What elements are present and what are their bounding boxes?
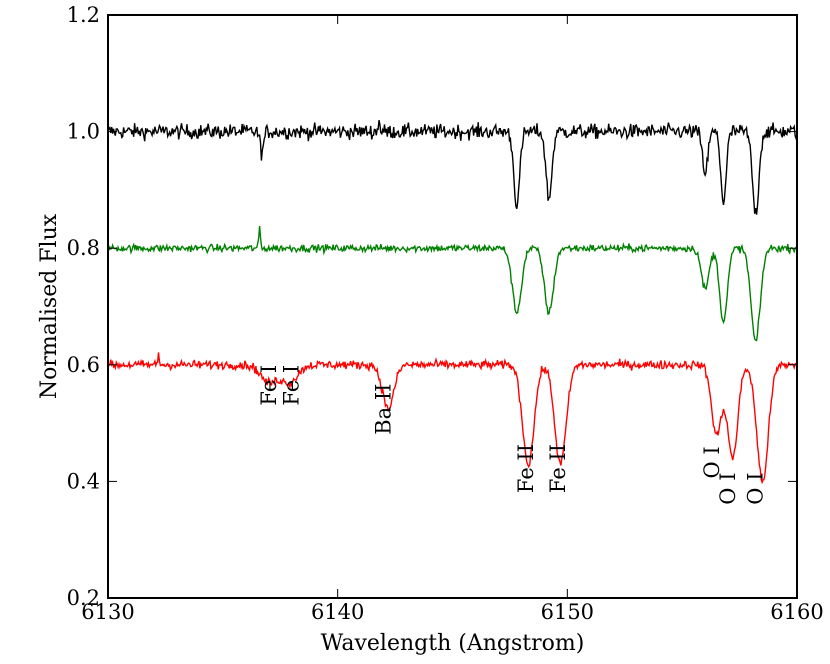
y-tick-label: 1.0 — [67, 120, 100, 144]
series-layer — [107, 120, 798, 485]
y-tick-label: 0.8 — [67, 236, 100, 260]
spectrum-line-1 — [107, 120, 798, 215]
line-annotation: Fe II — [546, 444, 570, 493]
line-annotation: O I — [716, 473, 740, 505]
x-tick-label: 6130 — [81, 600, 134, 624]
line-annotation: Fe II — [514, 444, 538, 493]
x-tick-label: 6160 — [770, 600, 823, 624]
tick-layer: 6130 6140 6150 6160 0.2 0.4 0.6 0.8 1.0 1.2 — [67, 3, 824, 624]
y-tick-label: 1.2 — [67, 3, 100, 27]
x-tick-label: 6140 — [311, 600, 364, 624]
spectrum-line-3 — [107, 352, 798, 485]
plot-frame — [107, 14, 798, 599]
spectrum-line-2 — [107, 225, 798, 342]
y-tick-label: 0.2 — [67, 586, 100, 610]
x-axis-label: Wavelength (Angstrom) — [321, 631, 585, 656]
line-annotation: Fe I — [257, 365, 281, 406]
x-tick-label: 6150 — [541, 600, 594, 624]
line-annotation: Fe I — [280, 365, 304, 406]
line-annotation: O I — [700, 446, 724, 478]
y-tick-label: 0.6 — [67, 353, 100, 377]
line-annotation: Ba II — [372, 384, 396, 435]
line-annotation: O I — [744, 473, 768, 505]
y-tick-label: 0.4 — [67, 469, 100, 493]
y-axis-label: Normalised Flux — [37, 213, 62, 399]
